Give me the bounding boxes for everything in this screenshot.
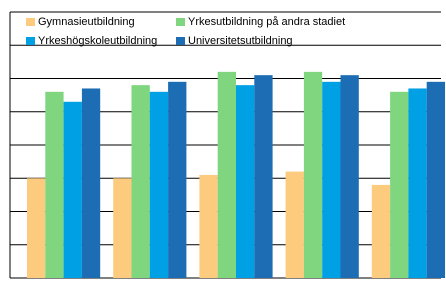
bar [81,88,101,278]
legend-label: Yrkeshögskoleutbildning [38,35,157,47]
bar [426,81,445,278]
legend-swatch [26,18,35,26]
bar [322,81,341,278]
bar [340,75,359,278]
bar [303,71,323,278]
bar [63,101,82,279]
bar [285,171,304,278]
legend-swatch [176,18,185,26]
bar [199,174,218,278]
bar [45,91,64,278]
legend-swatch [176,37,185,45]
bar [27,178,46,278]
bar [371,184,391,278]
legend-label: Universitetsutbildning [188,35,293,47]
bar [113,178,132,278]
bar [131,85,150,279]
legend-label: Gymnasieutbildning [38,16,135,28]
bar [149,91,169,278]
bar [168,81,187,278]
bar [408,88,427,278]
legend-swatch [26,37,35,45]
bar [217,71,236,278]
bar [390,91,409,278]
legend-label: Yrkesutbildning på andra stadiet [188,16,345,28]
bar [254,75,273,278]
bar [236,85,255,279]
